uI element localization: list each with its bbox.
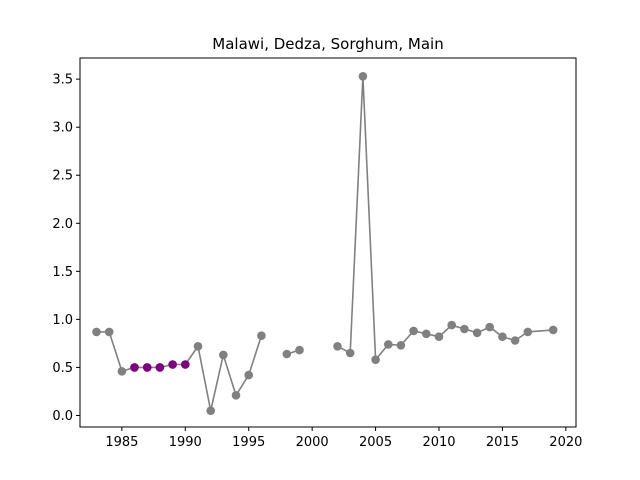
data-point <box>396 341 406 350</box>
data-point <box>384 340 393 349</box>
data-point <box>510 336 520 345</box>
axes: 1985 1990 1995 2000 2005 2010 2015 2020 0.0 0.5 1.… <box>52 73 582 450</box>
y-tick-label: 1.0 <box>52 313 73 328</box>
data-point <box>345 348 355 358</box>
series-line-segment-2 <box>337 76 554 362</box>
data-point <box>92 327 101 337</box>
data-point <box>422 329 431 339</box>
data-point <box>193 342 203 351</box>
highlight-point <box>142 363 152 372</box>
x-tick-label: 1990 <box>169 435 202 450</box>
highlight-point <box>181 360 190 369</box>
data-point <box>371 355 380 365</box>
data-point <box>447 320 457 330</box>
data-point <box>231 391 241 400</box>
data-point <box>104 327 114 337</box>
x-tick-label: 2020 <box>549 435 582 450</box>
data-point <box>460 324 469 334</box>
y-tick-label: 0.0 <box>52 409 73 424</box>
data-point <box>498 332 507 342</box>
data-point <box>409 326 418 336</box>
x-tick-label: 2000 <box>296 435 329 450</box>
y-tick-label: 2.5 <box>52 169 73 184</box>
data-point <box>219 350 228 360</box>
data-point <box>434 332 444 342</box>
y-tick-label: 3.5 <box>52 73 73 88</box>
y-tick-label: 0.5 <box>52 361 73 376</box>
y-tick-label: 3.0 <box>52 121 73 136</box>
x-tick-label: 1985 <box>105 435 138 450</box>
data-point <box>117 367 127 376</box>
data-point <box>282 349 292 359</box>
x-tick-label: 2010 <box>422 435 455 450</box>
data-point <box>523 327 533 337</box>
data-point <box>244 370 253 380</box>
y-tick-label: 2.0 <box>52 217 73 232</box>
x-tick-label: 2015 <box>486 435 519 450</box>
data-point <box>333 342 342 351</box>
y-tick-label: 1.5 <box>52 265 73 280</box>
data-point <box>295 345 304 355</box>
x-tick-label: 2005 <box>359 435 392 450</box>
data-point <box>485 322 495 332</box>
plot-frame <box>79 57 577 428</box>
data-point <box>358 72 368 81</box>
x-tick-label: 1995 <box>232 435 265 450</box>
data-point <box>472 328 482 338</box>
data-point <box>206 406 215 416</box>
plot-area <box>92 72 558 416</box>
highlight-point <box>130 363 139 372</box>
data-point <box>548 325 558 335</box>
chart-title: Malawi, Dedza, Sorghum, Main <box>212 35 443 53</box>
data-point <box>257 331 266 341</box>
highlight-point <box>155 363 165 372</box>
highlight-point <box>168 360 177 369</box>
